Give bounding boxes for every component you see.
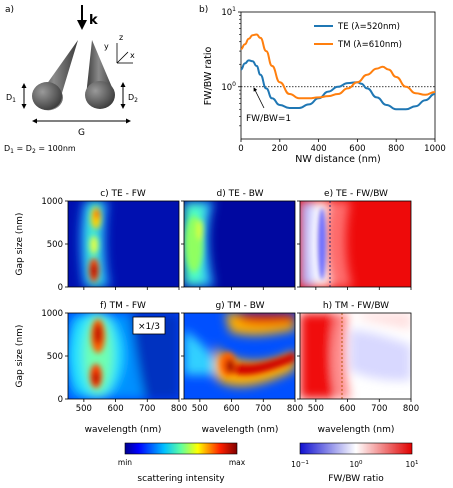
x-tick-label: 1000 <box>424 144 446 154</box>
right-nanowire-tip <box>85 81 115 109</box>
scale-note: ×1/3 <box>138 322 160 332</box>
fw-bw-annotation: FW/BW=1 <box>246 114 291 124</box>
label-e: e) TE - FW/BW <box>324 189 388 199</box>
chart-plot-area <box>240 11 436 140</box>
label-c: c) TE - FW <box>100 189 146 199</box>
x-tick-label: 600 <box>349 144 365 154</box>
map-y-label-top: Gap size (nm) <box>15 213 25 276</box>
axis-y-label: y <box>104 42 109 51</box>
chart-y-ticks: 100 101 <box>221 6 241 127</box>
map-tm-fw: ×1/3 <box>68 313 179 399</box>
y-tick-label: 101 <box>221 6 236 18</box>
map-x-tick-label: 800 <box>287 404 303 414</box>
label-d: d) TE - BW <box>217 189 264 199</box>
left-nanowire-tip <box>32 82 62 110</box>
map-x-tick-label: 500 <box>308 404 324 414</box>
map-x-tick-label: 700 <box>371 404 387 414</box>
k-label: k <box>89 13 98 28</box>
intensity-label: scattering intensity <box>137 474 225 484</box>
map-x-label-g: wavelength (nm) <box>202 425 279 435</box>
x-tick-label: 400 <box>310 144 326 154</box>
map-y-tick-label: 0 <box>58 395 63 405</box>
map-x-label-h: wavelength (nm) <box>318 425 395 435</box>
panel-a-schematic: a) k y z x D1 D2 G D1 = D2 = 100nm <box>4 5 138 155</box>
map-tm-bw <box>184 313 295 399</box>
map-y-tick-label: 500 <box>47 240 63 250</box>
annotation-arrow <box>253 87 265 109</box>
chart-legend: TE (λ=520nm) TM (λ=610nm) <box>314 22 402 50</box>
map-x-tick-label: 500 <box>76 404 92 414</box>
map-y-tick-label: 1000 <box>41 309 63 319</box>
map-axis-ticks: 0 500 1000 500 600 700 800 0 500 1000 500 600 700 800… <box>41 197 419 414</box>
map-x-tick-label: 600 <box>339 404 355 414</box>
ratio-colorbar: 10−1 100 101 FW/BW ratio <box>291 442 419 484</box>
label-f: f) TM - FW <box>100 301 146 311</box>
coordinate-axes: y z x <box>104 33 135 64</box>
x-tick-label: 0 <box>238 144 243 154</box>
series-line-1 <box>240 33 436 100</box>
legend-tm-label: TM (λ=610nm) <box>337 40 402 50</box>
map-te-ratio <box>300 201 411 287</box>
map-y-tick-label: 0 <box>58 283 63 293</box>
chart-y-axis-label: FW/BW ratio <box>203 47 214 106</box>
panel-b-chart: b) 0 200 400 600 800 1000 100 101 NW distance … <box>199 5 446 165</box>
intensity-colorbar: min max scattering intensity <box>118 442 246 484</box>
d1-label: D1 <box>6 93 16 104</box>
y-tick-label: 100 <box>221 81 236 93</box>
x-tick-label: 800 <box>388 144 404 154</box>
legend-te-label: TE (λ=520nm) <box>337 22 400 32</box>
map-te-fw <box>68 201 179 287</box>
map-x-tick-label: 800 <box>403 404 419 414</box>
map-x-tick-label: 600 <box>223 404 239 414</box>
map-te-bw <box>184 201 295 287</box>
panel-b-label: b) <box>199 5 208 15</box>
map-x-label-f: wavelength (nm) <box>85 425 162 435</box>
map-panel-labels: c) TE - FW d) TE - BW e) TE - FW/BW f) T… <box>100 189 389 311</box>
gap-label: G <box>78 128 85 138</box>
ratio-low: 10−1 <box>291 460 309 469</box>
map-y-tick-label: 500 <box>47 352 63 362</box>
map-x-tick-label: 600 <box>107 404 123 414</box>
diameter-caption: D1 = D2 = 100nm <box>4 144 76 155</box>
axis-z-label: z <box>119 33 123 42</box>
ratio-colorbar-gradient <box>299 442 413 455</box>
panel-a-label: a) <box>5 5 14 15</box>
chart-series-group <box>240 33 436 111</box>
map-x-tick-label: 800 <box>171 404 187 414</box>
map-x-tick-label: 700 <box>255 404 271 414</box>
x-tick-label: 200 <box>272 144 288 154</box>
map-x-tick-label: 700 <box>139 404 155 414</box>
chart-x-ticks: 0 200 400 600 800 1000 <box>238 139 446 154</box>
intensity-max: max <box>229 458 246 467</box>
d2-label: D2 <box>128 93 138 104</box>
chart-x-axis-label: NW distance (nm) <box>295 154 380 165</box>
map-tm-ratio <box>300 313 411 399</box>
intensity-colorbar-gradient <box>124 442 238 455</box>
map-x-tick-label: 500 <box>192 404 208 414</box>
ratio-mid: 100 <box>349 460 363 469</box>
ratio-label: FW/BW ratio <box>328 474 384 484</box>
label-h: h) TM - FW/BW <box>323 301 389 311</box>
intensity-min: min <box>118 458 132 467</box>
ratio-high: 101 <box>405 460 418 469</box>
scale-note-box <box>132 316 166 335</box>
label-g: g) TM - BW <box>215 301 264 311</box>
map-y-label-bottom: Gap size (nm) <box>15 325 25 388</box>
map-y-tick-label: 1000 <box>41 197 63 207</box>
axis-x-label: x <box>130 51 135 60</box>
series-line-0 <box>240 59 436 111</box>
